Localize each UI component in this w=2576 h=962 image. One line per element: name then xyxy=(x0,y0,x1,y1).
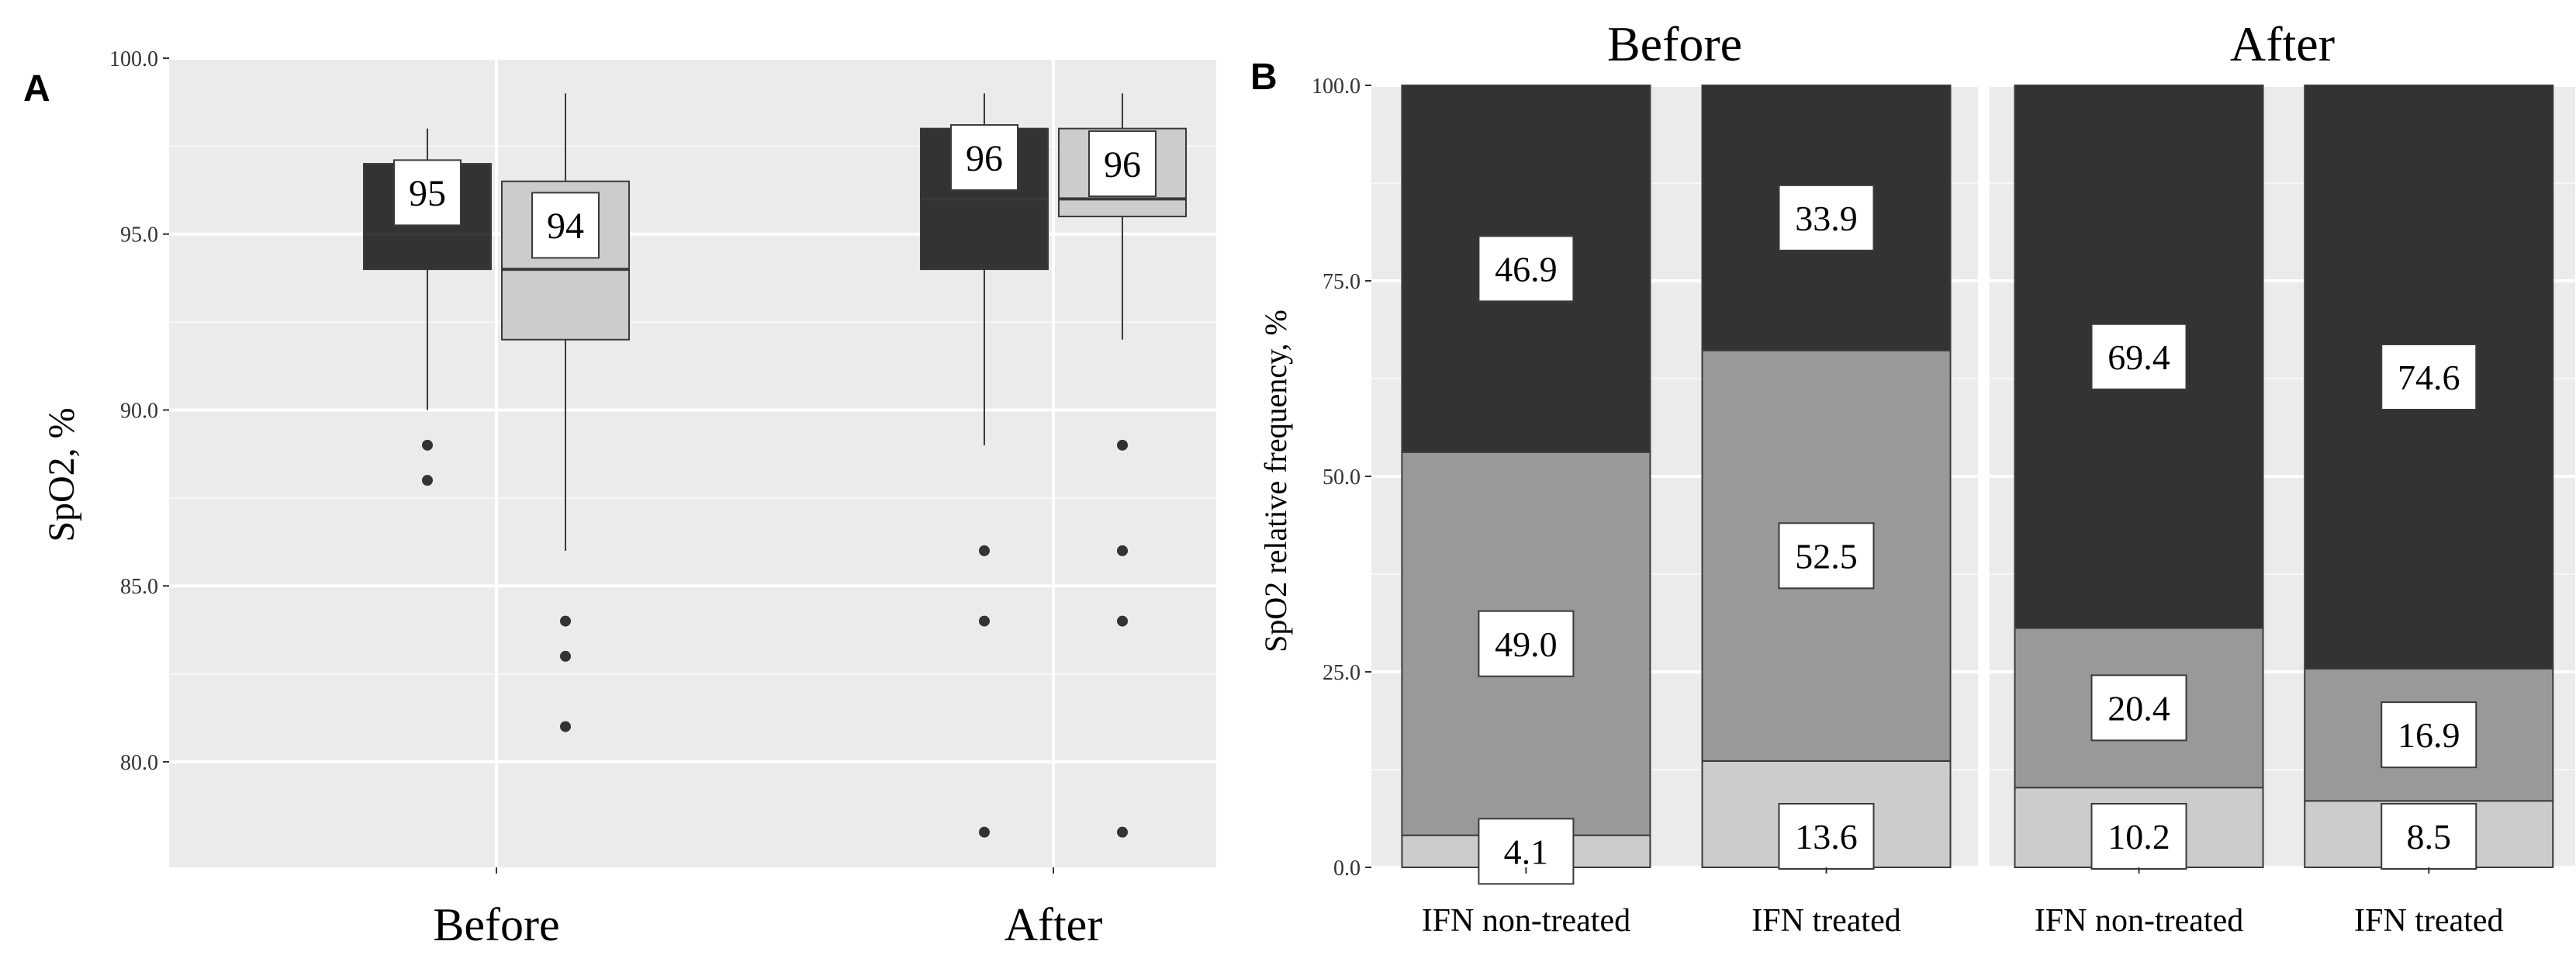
panel-a-x-tick-label: After xyxy=(1004,899,1103,950)
panel-a-median-label-box xyxy=(531,192,600,259)
panel-b-y-tick-label: 25.0 xyxy=(1323,661,1361,685)
panel-b-segment-label-box xyxy=(2381,701,2477,769)
panel-b-segment-label: 74.6 xyxy=(2398,358,2460,397)
panel-b-y-tick-label: 50.0 xyxy=(1323,465,1361,490)
panel-b-segment-label: 8.5 xyxy=(2407,817,2452,856)
panel-a-y-tick-label: 90.0 xyxy=(120,399,158,423)
panel-a-outlier xyxy=(1117,439,1128,451)
panel-b-segment-label: 33.9 xyxy=(1795,199,1858,238)
panel-b-facet-title: Before xyxy=(1607,16,1742,71)
panel-b-label: B xyxy=(1250,57,1278,98)
panel-a-y-tick-label: 85.0 xyxy=(120,575,158,599)
panel-a-median-label: 96 xyxy=(1104,144,1141,185)
panel-a-outlier xyxy=(979,545,990,556)
panel-b-segment-label: 13.6 xyxy=(1795,817,1858,856)
panel-a-median-label-box xyxy=(950,124,1018,192)
panel-a-outlier xyxy=(979,615,990,627)
panel-b-segment-label: 69.4 xyxy=(2107,337,2170,377)
panel-a-median-label-box xyxy=(393,159,462,227)
panel-b-segment-label: 20.4 xyxy=(2107,688,2170,728)
panel-a-label: A xyxy=(23,68,50,109)
panel-b-segment-label-box xyxy=(2090,674,2187,742)
panel-a-outlier xyxy=(560,650,571,662)
panel-a-outlier xyxy=(560,721,571,732)
panel-b-x-tick-label: IFN treated xyxy=(1751,903,1900,939)
panel-a-outlier xyxy=(1117,615,1128,627)
panel-b-facet-title: After xyxy=(2230,16,2335,71)
panel-b-segment-label: 4.1 xyxy=(1504,832,1549,871)
panel-b-segment-label: 49.0 xyxy=(1495,625,1558,664)
panel-a-outlier xyxy=(1117,545,1128,556)
panel-b-segment-label: 10.2 xyxy=(2107,817,2170,856)
panel-a-median-label: 96 xyxy=(966,138,1003,179)
panel-b-segment-label-box xyxy=(2381,803,2477,870)
panel-a-boxplot: 100.0 95.0 90.0 85.0 80.0 Before After 95 94 96 96 xyxy=(109,47,1216,950)
panel-a-box xyxy=(501,180,630,341)
panel-a-outlier xyxy=(422,475,433,486)
panel-a-outlier xyxy=(422,439,433,451)
panel-b-segment-label-box xyxy=(1478,235,1575,303)
panel-a-y-tick-label: 100.0 xyxy=(109,47,158,71)
panel-a-median-label: 94 xyxy=(547,206,584,247)
panel-a-y-tick-label: 95.0 xyxy=(120,223,158,247)
panel-b-segment-label-box xyxy=(1778,522,1875,590)
panel-b-x-tick-label: IFN non-treated xyxy=(2035,903,2243,939)
panel-b-y-tick-label: 100.0 xyxy=(1312,74,1361,99)
panel-b-segment-label: 46.9 xyxy=(1495,249,1558,289)
panel-a-median-label: 95 xyxy=(409,173,446,214)
panel-a-outlier xyxy=(1117,826,1128,838)
panel-b-y-axis-label: SpO2 relative frequency, % xyxy=(1258,310,1293,652)
panel-b-segment-label-box xyxy=(2090,323,2187,390)
panel-b-segment-label: 52.5 xyxy=(1795,536,1858,576)
panel-a-outlier xyxy=(560,615,571,627)
panel-b-segment-label: 16.9 xyxy=(2398,715,2460,755)
panel-b-x-tick-label: IFN treated xyxy=(2354,903,2503,939)
panel-a-median-label-box xyxy=(1088,130,1157,198)
panel-a-x-tick-label: Before xyxy=(433,899,559,950)
panel-b-y-tick-label: 0.0 xyxy=(1333,856,1361,881)
panel-a-outlier xyxy=(979,826,990,838)
panel-b-segment-label-box xyxy=(1478,610,1575,677)
panel-b-x-tick-label: IFN non-treated xyxy=(1422,903,1630,939)
panel-b-y-tick-label: 75.0 xyxy=(1323,270,1361,294)
panel-a-y-axis-label: SpO2, % xyxy=(41,407,82,542)
panel-b-segment-label-box xyxy=(1778,803,1875,870)
panel-b-segment-label-box xyxy=(2381,343,2477,410)
panel-b-segment-label-box xyxy=(1778,184,1875,251)
panel-b-stacked-bars: 100.0 75.0 50.0 25.0 0.0 Before 4.1 49.0 46.9 IFN… xyxy=(1312,16,2575,939)
panel-a-y-tick-label: 80.0 xyxy=(120,751,158,775)
